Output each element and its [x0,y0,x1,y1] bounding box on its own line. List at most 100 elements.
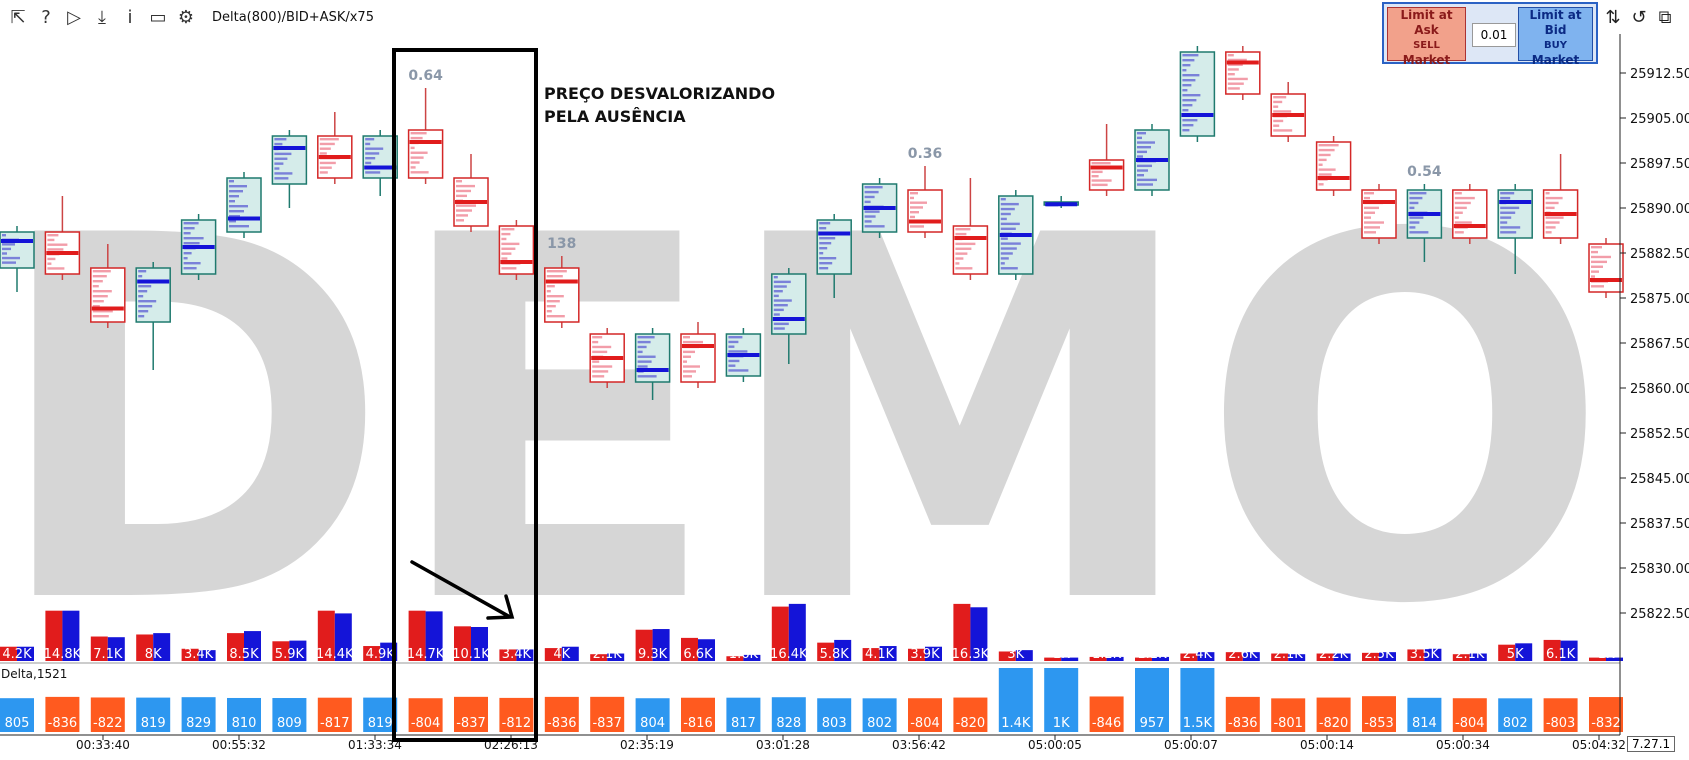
buy-button[interactable]: Limit at Bid BUY Market [1518,7,1593,67]
volume-bid-bar [90,636,108,661]
volume-ask-bar [879,646,897,661]
volume-ask-bar [1242,652,1260,661]
footprint-bar [864,220,872,223]
delta-bar [681,697,715,732]
info-icon[interactable]: i [127,6,133,28]
footprint-bar [138,305,153,308]
cursor-icon[interactable]: ⇱ [10,6,26,28]
footprint-bar [1182,69,1187,72]
footprint-bar [910,225,924,228]
undo-icon[interactable]: ↺ [1631,6,1647,28]
volume-bid-bar [1089,656,1107,661]
delta-label: 803 [822,716,847,731]
delta-label: 819 [368,716,393,731]
delta-label: -804 [910,716,940,731]
price-label: 25912.50 [1630,67,1689,82]
play-icon[interactable]: ▷ [67,6,81,28]
time-label: 02:35:19 [620,738,674,752]
marker-label: 0.64 [408,68,443,84]
footprint-bar [1137,146,1151,149]
chart-icon[interactable]: ▭ [149,6,167,28]
footprint-bar [138,310,149,313]
marker-label: 138 [547,236,576,252]
poc-line [1544,212,1577,216]
footprint-bar [955,247,972,250]
sell-button[interactable]: Limit at Ask SELL Market [1387,7,1466,67]
footprint-bar [637,336,655,339]
delta-label: 802 [867,716,892,731]
toolbar: ⇱ ? ▷ ⤓ i ▭ ⚙ Delta(800)/BID+ASK/x75 [0,0,386,34]
footprint-bar [1454,231,1464,234]
footprint-bar [47,248,64,251]
delta-bar [1407,697,1442,732]
volume-bid-bar [317,610,335,661]
annotation-line2: PELA AUSÊNCIA [544,107,686,126]
footprint-bar [819,262,833,265]
footprint-bar [1000,207,1015,211]
volume-bid-bar [590,654,608,661]
volume-label: 6.1K [1546,647,1576,662]
footprint-bar [637,345,647,349]
footprint-bar [1000,267,1018,270]
price-label: 25867.50 [1630,337,1689,352]
delta-bar [272,698,307,732]
sort-icon[interactable]: ⇅ [1605,6,1621,28]
footprint-bar [47,257,56,261]
footprint-bar [546,295,564,298]
popout-icon[interactable]: ⧉ [1658,6,1672,28]
volume-label: 1.6K [729,647,759,662]
footprint-bar [1591,246,1602,249]
footprint-bar [1000,262,1005,265]
quantity-input[interactable]: 0.01 [1472,23,1516,47]
volume-ask-bar [516,649,534,661]
volume-ask-bar [1015,650,1033,661]
time-label: 03:01:28 [756,738,810,752]
delta-label: 829 [186,716,211,731]
help-icon[interactable]: ? [41,6,51,28]
volume-bid-bar [1135,657,1152,661]
footprint-bar [1500,231,1517,234]
footprint-bar [229,220,236,223]
volume-bid-bar [1362,652,1379,661]
footprint-bar [47,262,52,265]
delta-label: -804 [411,716,441,731]
volume-ask-bar [698,639,715,661]
footprint-bar [183,242,200,245]
footprint-bar [47,238,55,242]
footprint-bar [1591,275,1595,278]
footprint-bar [592,350,608,354]
footprint-bar [92,300,104,303]
footprint-bar [1454,211,1463,214]
gear-icon[interactable]: ⚙ [177,6,195,28]
footprint-bar [637,350,643,354]
volume-label: 2.1K [1274,647,1304,662]
footprint-bar [1454,216,1459,219]
volume-bid-bar [953,603,971,661]
footprint-bar [2,261,16,264]
volume-label: 16.4K [770,647,808,662]
volume-bid-bar [363,646,381,661]
footprint-bar [1182,119,1198,122]
footprint-bar [183,237,204,240]
footprint-bar [1409,226,1416,229]
delta-label: 814 [1412,716,1437,731]
poc-line [1226,60,1259,65]
footprint-bar [683,350,695,354]
footprint-bar [637,360,652,363]
delta-label: -853 [1364,716,1394,731]
footprint-bar [1318,144,1339,147]
delta-bar [544,696,579,732]
footprint-bar [546,300,560,303]
download-icon[interactable]: ⤓ [98,6,106,28]
footprint-bar [1591,250,1598,254]
volume-ask-bar [153,633,171,661]
footprint-bar [319,171,328,174]
footprint-bar [92,315,109,318]
volume-label: 14.8K [44,647,82,662]
poc-line [228,216,260,221]
volume-ask-bar [1606,657,1623,661]
footprint-bar [365,157,376,160]
volume-bid-bar [726,656,744,661]
footprint-bar [1273,110,1292,113]
